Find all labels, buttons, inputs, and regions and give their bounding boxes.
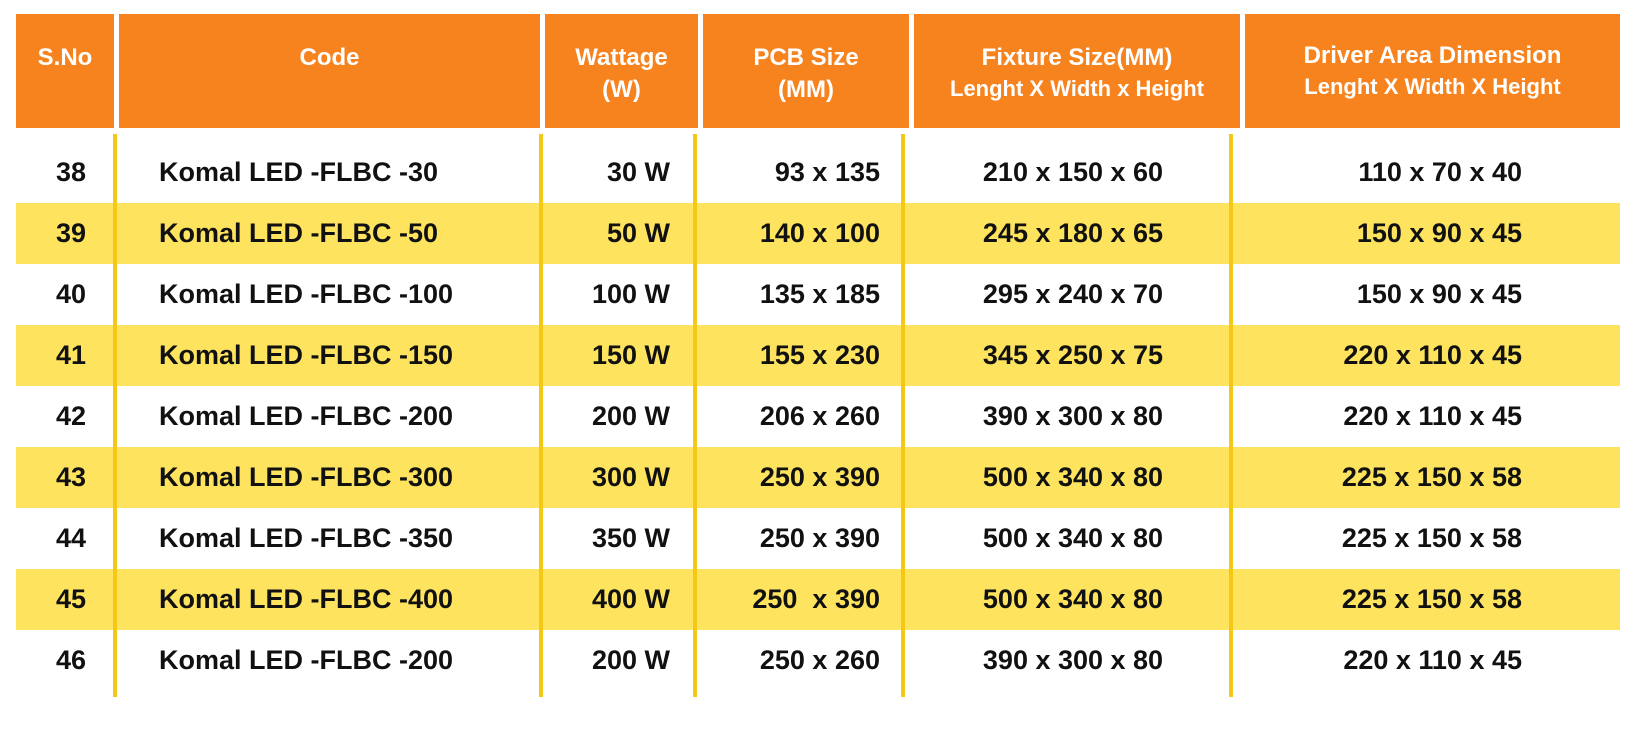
table-row: 46 Komal LED -FLBC -200 200 W 250 x 260 … <box>16 630 1620 691</box>
cell-sno: 46 <box>55 645 87 675</box>
table-header: S.No Code Wattage (W) PCB Size (MM) Fixt… <box>16 14 1620 128</box>
cell-driver-area: 225 x 150 x 58 <box>1341 584 1522 614</box>
cell-sno: 38 <box>55 157 87 187</box>
header-wattage-label: Wattage <box>575 44 668 71</box>
column-separator <box>1229 134 1233 697</box>
table-row: 38 Komal LED -FLBC -30 30 W 93 x 135 210… <box>16 142 1620 203</box>
cell-wattage: 50 W <box>606 218 670 248</box>
cell-fixture-size: 345 x 250 x 75 <box>982 340 1164 370</box>
cell-pcb-size: 250 x 390 <box>759 462 880 492</box>
cell-code: Komal LED -FLBC -350 <box>159 523 454 553</box>
cell-driver-area: 225 x 150 x 58 <box>1341 523 1522 553</box>
header-driver-sub: Lenght X Width X Height <box>1304 74 1561 100</box>
cell-fixture-size: 245 x 180 x 65 <box>982 218 1164 248</box>
header-pcb-size: PCB Size (MM) <box>703 14 909 128</box>
cell-driver-area: 220 x 110 x 45 <box>1343 340 1522 370</box>
cell-fixture-size: 500 x 340 x 80 <box>982 462 1164 492</box>
header-fixture-sub: Lenght X Width x Height <box>950 76 1204 102</box>
header-code-label: Code <box>299 44 360 71</box>
column-separator <box>901 134 905 697</box>
header-sno: S.No <box>16 14 114 128</box>
cell-pcb-size: 250 x 390 <box>759 523 880 553</box>
header-pcb-unit: (MM) <box>778 76 834 104</box>
cell-sno: 45 <box>55 584 87 614</box>
header-pcb-label: PCB Size <box>753 44 859 71</box>
cell-wattage: 200 W <box>591 401 670 431</box>
cell-sno: 41 <box>55 340 87 370</box>
cell-wattage: 400 W <box>591 584 670 614</box>
cell-fixture-size: 390 x 300 x 80 <box>982 645 1164 675</box>
cell-sno: 44 <box>55 523 87 553</box>
header-driver-label: Driver Area Dimension <box>1303 42 1562 69</box>
cell-pcb-size: 140 x 100 <box>759 218 880 248</box>
cell-driver-area: 220 x 110 x 45 <box>1343 645 1522 675</box>
cell-code: Komal LED -FLBC -50 <box>159 218 439 248</box>
cell-wattage: 100 W <box>591 279 670 309</box>
column-separator <box>539 134 543 697</box>
cell-driver-area: 225 x 150 x 58 <box>1341 462 1522 492</box>
cell-sno: 43 <box>55 462 87 492</box>
cell-code: Komal LED -FLBC -150 <box>159 340 454 370</box>
header-fixture-size: Fixture Size(MM) Lenght X Width x Height <box>914 14 1240 128</box>
table-body: 38 Komal LED -FLBC -30 30 W 93 x 135 210… <box>16 134 1620 697</box>
cell-pcb-size: 206 x 260 <box>759 401 880 431</box>
column-separator <box>693 134 697 697</box>
cell-wattage: 350 W <box>591 523 670 553</box>
cell-fixture-size: 295 x 240 x 70 <box>982 279 1164 309</box>
cell-pcb-size: 93 x 135 <box>774 157 880 187</box>
cell-pcb-size: 250 x 390 <box>752 584 880 614</box>
table-row: 39 Komal LED -FLBC -50 50 W 140 x 100 24… <box>16 203 1620 264</box>
table-row: 44 Komal LED -FLBC -350 350 W 250 x 390 … <box>16 508 1620 569</box>
cell-fixture-size: 500 x 340 x 80 <box>982 584 1164 614</box>
cell-driver-area: 150 x 90 x 45 <box>1356 279 1522 309</box>
cell-pcb-size: 250 x 260 <box>759 645 880 675</box>
cell-fixture-size: 210 x 150 x 60 <box>982 157 1164 187</box>
header-wattage: Wattage (W) <box>545 14 698 128</box>
cell-pcb-size: 155 x 230 <box>759 340 880 370</box>
spec-table: S.No Code Wattage (W) PCB Size (MM) Fixt… <box>16 14 1620 697</box>
cell-sno: 42 <box>55 401 87 431</box>
header-sno-label: S.No <box>37 44 93 71</box>
cell-code: Komal LED -FLBC -200 <box>159 645 454 675</box>
cell-code: Komal LED -FLBC -30 <box>159 157 439 187</box>
cell-wattage: 200 W <box>591 645 670 675</box>
header-fixture-label: Fixture Size(MM) <box>981 44 1173 71</box>
cell-wattage: 30 W <box>606 157 670 187</box>
table-row: 40 Komal LED -FLBC -100 100 W 135 x 185 … <box>16 264 1620 325</box>
cell-fixture-size: 500 x 340 x 80 <box>982 523 1164 553</box>
cell-code: Komal LED -FLBC -300 <box>159 462 454 492</box>
cell-wattage: 300 W <box>591 462 670 492</box>
cell-sno: 40 <box>55 279 87 309</box>
cell-code: Komal LED -FLBC -400 <box>159 584 454 614</box>
column-separator <box>113 134 117 697</box>
cell-code: Komal LED -FLBC -100 <box>159 279 454 309</box>
header-driver-area: Driver Area Dimension Lenght X Width X H… <box>1245 14 1620 128</box>
cell-wattage: 150 W <box>591 340 670 370</box>
table-row: 41 Komal LED -FLBC -150 150 W 155 x 230 … <box>16 325 1620 386</box>
cell-driver-area: 220 x 110 x 45 <box>1343 401 1522 431</box>
table-row: 45 Komal LED -FLBC -400 400 W 250 x 390 … <box>16 569 1620 630</box>
cell-driver-area: 150 x 90 x 45 <box>1356 218 1522 248</box>
cell-pcb-size: 135 x 185 <box>759 279 880 309</box>
cell-code: Komal LED -FLBC -200 <box>159 401 454 431</box>
cell-driver-area: 110 x 70 x 40 <box>1358 157 1522 187</box>
cell-fixture-size: 390 x 300 x 80 <box>982 401 1164 431</box>
table-row: 43 Komal LED -FLBC -300 300 W 250 x 390 … <box>16 447 1620 508</box>
header-wattage-unit: (W) <box>602 76 641 104</box>
header-code: Code <box>119 14 540 128</box>
table-row: 42 Komal LED -FLBC -200 200 W 206 x 260 … <box>16 386 1620 447</box>
cell-sno: 39 <box>55 218 87 248</box>
